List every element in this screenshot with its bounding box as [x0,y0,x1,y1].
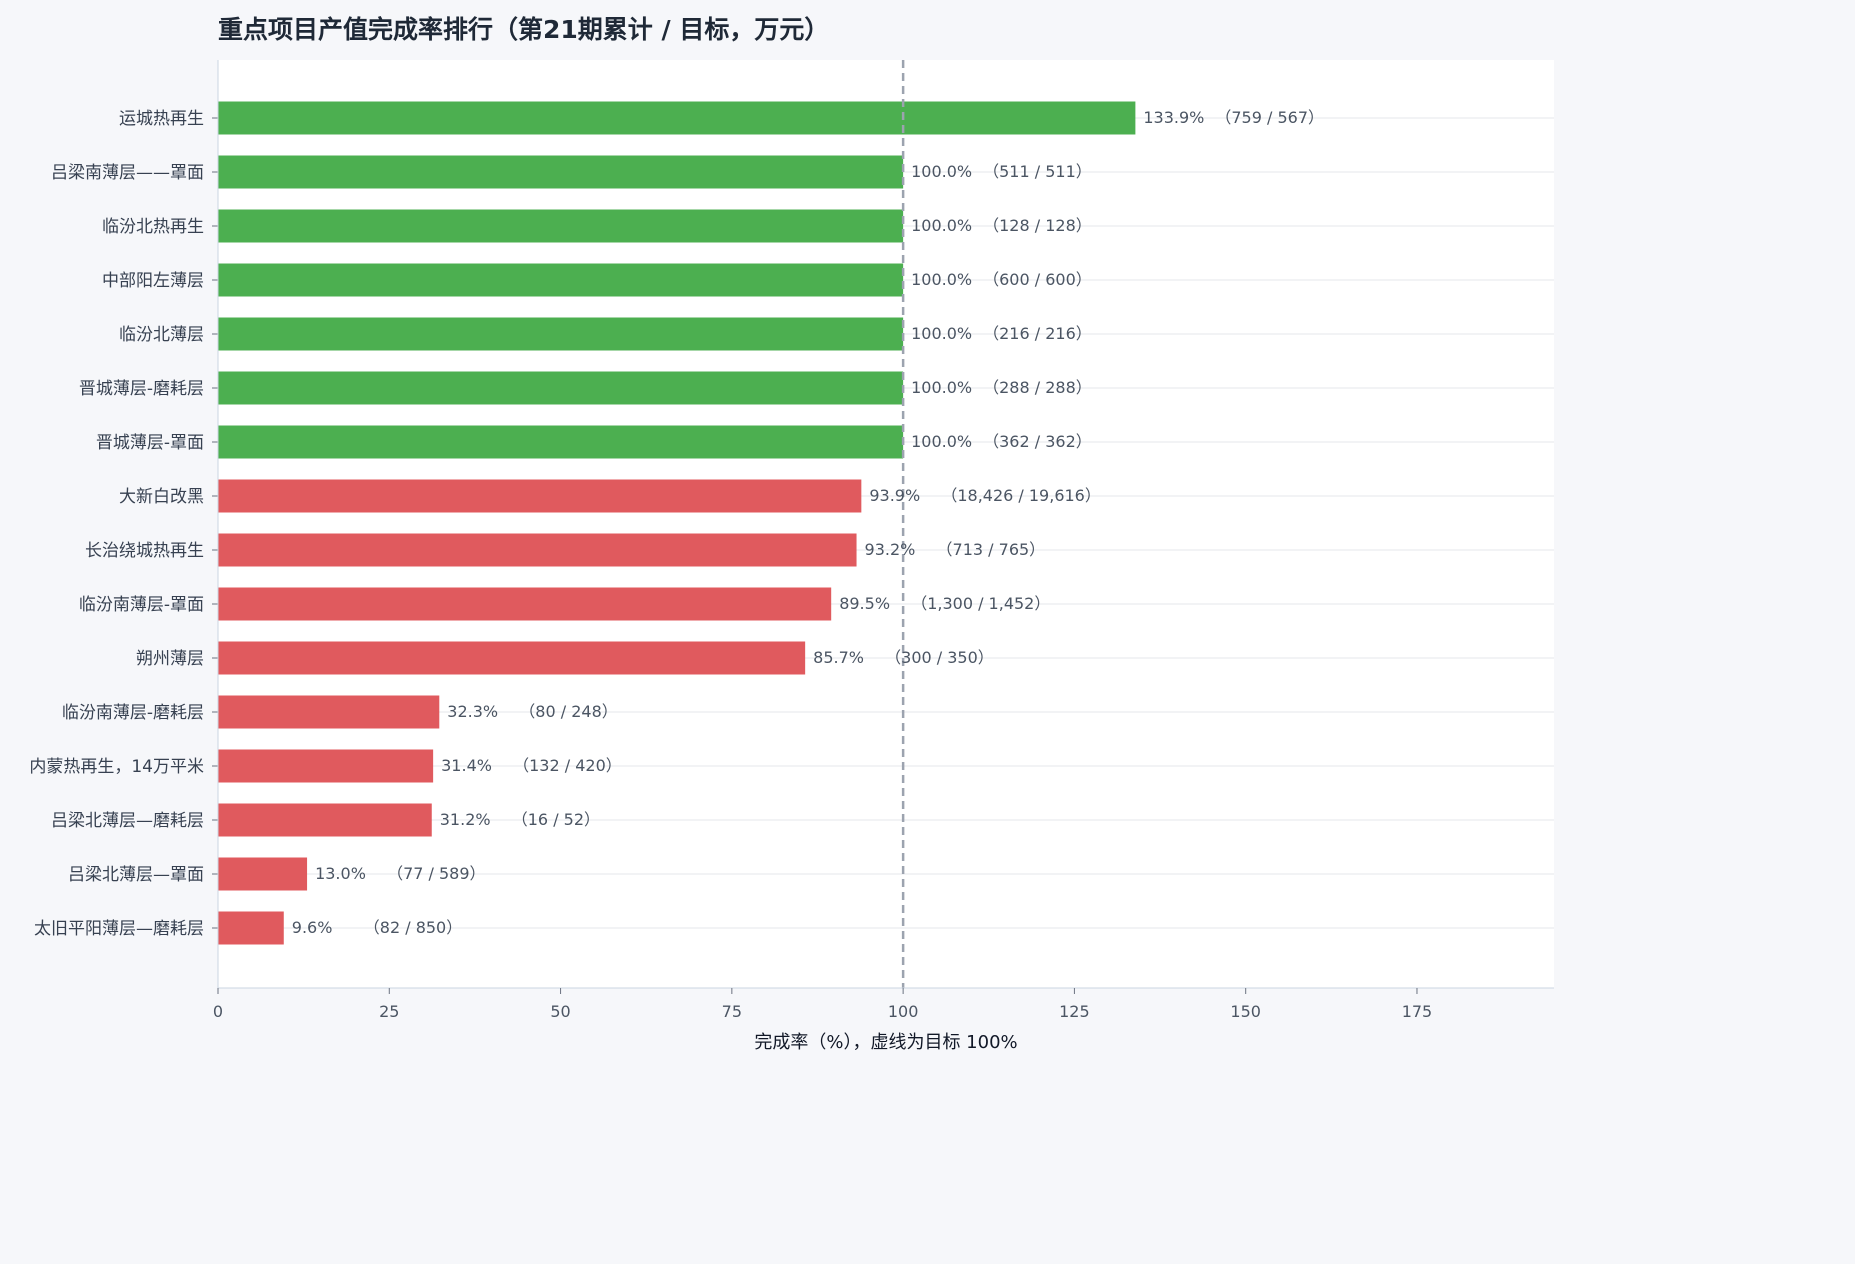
label-layer: 运城热再生 133.9% （759 / 567） 吕梁南薄层——罩面 100.0% （51… [29,108,1432,1021]
value-label: 13.0% [315,864,366,883]
bar [218,479,862,513]
bar [218,533,857,567]
value-label: 100.0% [911,270,972,289]
ratio-label: （511 / 511） [983,162,1092,181]
bar [218,371,904,405]
chart-title: 重点项目产值完成率排行（第21期累计 / 目标，万元） [218,15,830,44]
category-label: 临汾南薄层-罩面 [79,595,204,615]
bar [218,101,1136,135]
x-tick-label: 75 [722,1002,742,1021]
plot-area [218,60,1554,988]
bar [218,209,904,243]
value-label: 100.0% [911,324,972,343]
bar [218,155,904,189]
bar [218,911,284,945]
ratio-label: （759 / 567） [1215,108,1324,127]
value-label: 89.5% [839,594,890,613]
ratio-label: （600 / 600） [983,270,1092,289]
value-label: 100.0% [911,378,972,397]
bar [218,803,432,837]
x-tick-label: 175 [1402,1002,1433,1021]
ratio-label: （713 / 765） [937,540,1046,559]
category-label: 大新白改黑 [119,487,204,507]
ratio-label: （16 / 52） [512,810,600,829]
category-label: 吕梁北薄层—磨耗层 [51,811,204,831]
x-tick-label: 125 [1059,1002,1090,1021]
ratio-label: （300 / 350） [885,648,994,667]
category-label: 临汾北薄层 [119,325,204,345]
category-label: 晋城薄层-罩面 [96,433,204,453]
chart-root: 重点项目产值完成率排行（第21期累计 / 目标，万元） 运城热再生 133.9% （… [29,15,1554,1053]
category-label: 长治绕城热再生 [85,541,204,561]
category-label: 吕梁南薄层——罩面 [51,163,204,183]
bar [218,425,904,459]
category-label: 临汾北热再生 [102,217,204,237]
value-label: 100.0% [911,162,972,181]
category-label: 内蒙热再生，14万平米 [29,757,204,777]
x-tick-label: 50 [550,1002,570,1021]
ratio-label: （1,300 / 1,452） [911,594,1050,613]
x-tick-label: 0 [213,1002,223,1021]
category-label: 中部阳左薄层 [102,271,204,291]
value-label: 93.2% [865,540,916,559]
bar-chart: 运城热再生 133.9% （759 / 567） 吕梁南薄层——罩面 100.0% （51… [29,60,1554,1053]
x-tick-label: 150 [1230,1002,1261,1021]
value-label: 100.0% [911,216,972,235]
value-label: 100.0% [911,432,972,451]
ratio-label: （128 / 128） [983,216,1092,235]
x-axis-title: 完成率（%），虚线为目标 100% [754,1032,1017,1053]
category-label: 运城热再生 [119,109,204,129]
ratio-label: （132 / 420） [513,756,622,775]
category-label: 临汾南薄层-磨耗层 [62,703,204,723]
value-label: 133.9% [1143,108,1204,127]
ratio-label: （82 / 850） [364,918,462,937]
bar [218,641,806,675]
ratio-label: （77 / 589） [387,864,485,883]
bar [218,749,434,783]
category-label: 朔州薄层 [136,649,204,669]
axis-layer [212,60,1554,994]
ratio-label: （216 / 216） [983,324,1092,343]
ratio-label: （288 / 288） [983,378,1092,397]
value-label: 93.9% [869,486,920,505]
value-label: 32.3% [447,702,498,721]
bar [218,263,904,297]
bar [218,587,832,621]
ratio-label: （80 / 248） [519,702,617,721]
bar [218,857,308,891]
category-label: 晋城薄层-磨耗层 [79,379,204,399]
x-tick-label: 100 [888,1002,919,1021]
category-label: 吕梁北薄层—罩面 [68,865,204,885]
bar [218,695,440,729]
x-tick-label: 25 [379,1002,399,1021]
value-label: 31.2% [440,810,491,829]
ratio-label: （18,426 / 19,616） [941,486,1101,505]
ratio-label: （362 / 362） [983,432,1092,451]
bar-layer [218,60,1136,988]
category-label: 太旧平阳薄层—磨耗层 [34,919,204,939]
value-label: 85.7% [813,648,864,667]
value-label: 9.6% [292,918,333,937]
bar [218,317,904,351]
value-label: 31.4% [441,756,492,775]
